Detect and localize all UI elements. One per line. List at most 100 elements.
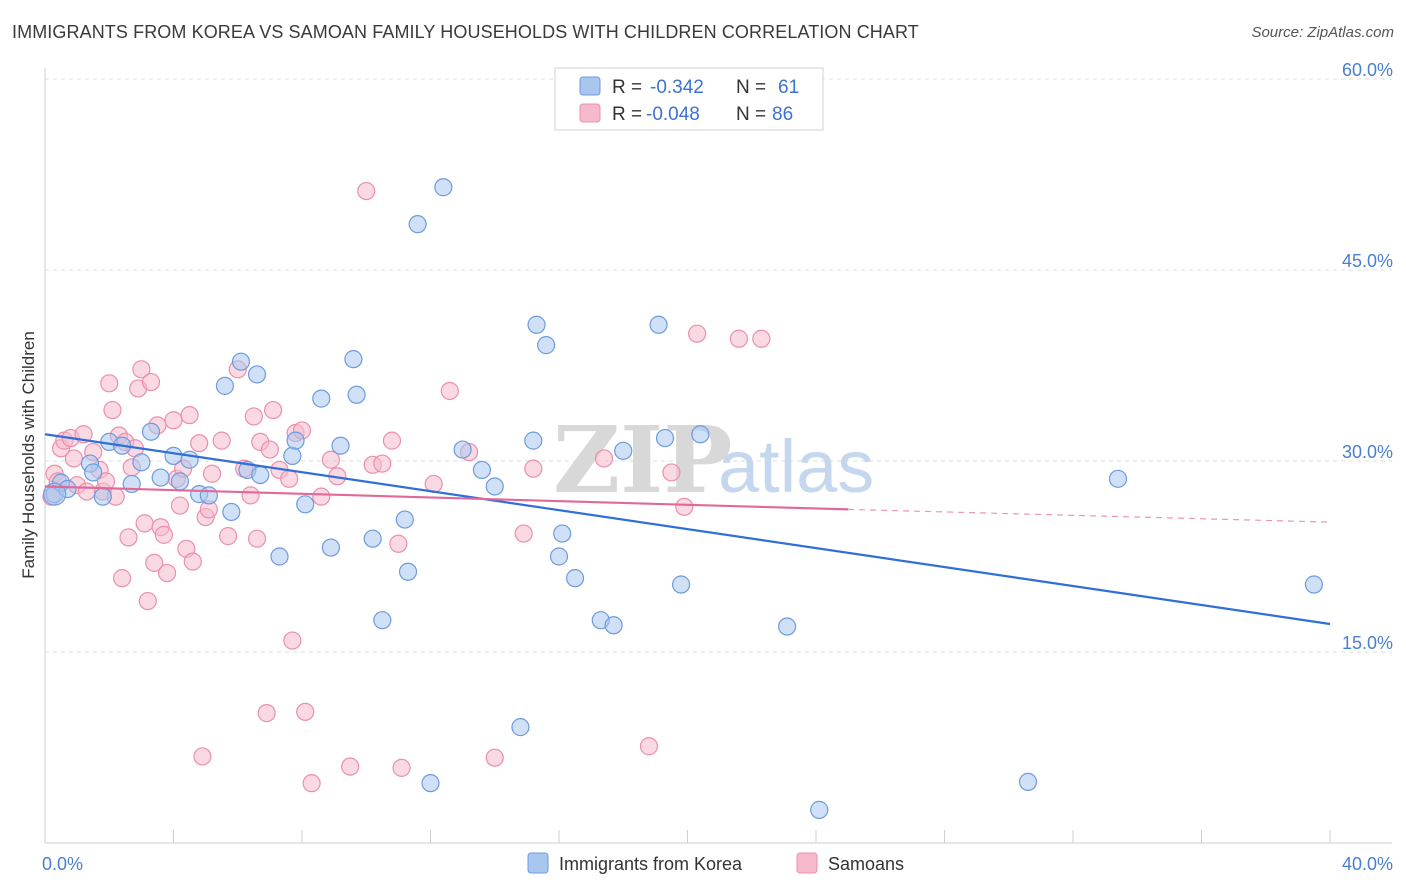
bottom-legend-swatch-samoans	[796, 852, 818, 874]
korea-trend-line	[44, 433, 1331, 626]
korea-point	[247, 365, 267, 384]
bottom-legend-swatch-korea	[527, 852, 549, 874]
samoans-point	[302, 774, 321, 793]
y-tick-labels: 15.0% 30.0% 45.0% 60.0%	[1342, 60, 1393, 653]
legend-n-label-2: N =	[736, 104, 766, 125]
x-tick-labels: 0.0% 40.0%	[42, 854, 1393, 874]
korea-point	[671, 575, 691, 594]
korea-point	[43, 482, 67, 506]
korea-point	[170, 472, 190, 491]
korea-point	[434, 178, 453, 197]
korea-point	[398, 562, 418, 581]
korea-point	[84, 463, 103, 482]
legend-swatch-samoans	[579, 103, 601, 123]
korea-point	[421, 774, 440, 793]
samoans-point	[64, 449, 84, 468]
watermark: ZIP atlas	[553, 406, 874, 514]
korea-point	[649, 315, 668, 334]
samoans-point	[157, 563, 177, 583]
korea-point	[251, 465, 270, 485]
korea-point	[132, 453, 151, 472]
legend-box: R = -0.342 N = 61 R = -0.048 N = 86	[554, 67, 824, 131]
korea-point	[614, 441, 633, 460]
watermark-atlas: atlas	[718, 425, 874, 508]
bottom-legend: Immigrants from Korea Samoans	[527, 852, 904, 874]
korea-point	[286, 431, 305, 450]
korea-point	[344, 350, 363, 369]
samoans-point	[180, 406, 199, 425]
korea-point	[283, 446, 302, 466]
korea-point	[1108, 469, 1128, 488]
samoans-point	[514, 524, 533, 543]
korea-point	[141, 422, 161, 441]
korea-point	[655, 428, 675, 448]
samoans-point	[219, 527, 238, 546]
korea-point	[408, 215, 427, 234]
samoans-point	[662, 463, 681, 482]
samoans-point	[296, 702, 315, 721]
samoans-point	[280, 469, 299, 488]
korea-point	[485, 477, 504, 496]
samoans-point	[639, 737, 659, 756]
samoans-point	[132, 360, 151, 379]
x-tick-label: 40.0%	[1342, 854, 1393, 874]
samoans-point	[183, 552, 202, 571]
korea-point	[312, 389, 331, 408]
korea-point	[777, 617, 797, 636]
korea-point	[93, 487, 112, 506]
samoans-point	[357, 181, 376, 201]
source-label: Source: ZipAtlas.com	[1251, 24, 1394, 41]
samoans-point	[103, 400, 122, 420]
samoans-point	[485, 748, 504, 767]
samoans-point	[389, 534, 408, 553]
samoans-point	[212, 431, 231, 450]
korea-point	[565, 569, 585, 588]
samoans-point	[263, 400, 283, 420]
samoans-point	[594, 449, 614, 468]
korea-point	[331, 436, 350, 455]
korea-point	[164, 446, 183, 466]
samoans-point	[119, 528, 138, 547]
samoans-point	[675, 497, 694, 516]
samoans-point	[244, 407, 263, 426]
y-axis-label: Family Households with Children	[19, 331, 38, 579]
legend-n-value-1: 61	[778, 77, 799, 98]
samoans-point	[202, 464, 222, 483]
legend-r-value-2: -0.048	[646, 104, 700, 125]
samoans-point	[260, 440, 279, 459]
legend-n-value-2: 86	[772, 104, 793, 125]
legend-r-value-1: -0.342	[650, 77, 704, 98]
korea-point	[199, 486, 218, 505]
chart-title: IMMIGRANTS FROM KOREA VS SAMOAN FAMILY H…	[12, 22, 919, 42]
legend-swatch-korea	[579, 76, 601, 96]
samoans-point	[392, 758, 411, 777]
samoans-point	[138, 591, 157, 611]
samoans-point	[321, 450, 341, 469]
korea-point	[215, 376, 234, 395]
legend-r-label-1: R =	[612, 77, 642, 98]
samoans-point	[341, 757, 360, 776]
samoans-point	[145, 553, 164, 572]
trend-lines	[44, 433, 1331, 626]
korea-point	[395, 510, 414, 529]
samoans-point	[135, 514, 154, 533]
x-tick-label: 0.0%	[42, 854, 83, 874]
korea-point	[296, 495, 315, 514]
samoans-point	[141, 372, 161, 392]
korea-point	[222, 502, 241, 522]
samoans-point	[241, 486, 260, 505]
y-tick-label: 45.0%	[1342, 251, 1393, 271]
samoans-point	[170, 496, 190, 515]
korea-point	[1018, 772, 1038, 791]
samoans-point	[100, 374, 119, 393]
samoans-point	[440, 381, 459, 401]
korea-point	[549, 547, 569, 566]
samoans-point	[164, 411, 183, 430]
korea-point	[1304, 575, 1324, 594]
samoans-point	[373, 454, 392, 473]
korea-point	[231, 352, 251, 371]
korea-point	[373, 611, 392, 630]
samoans-trend-line	[44, 485, 849, 511]
axes	[44, 68, 1392, 844]
korea-point	[321, 538, 341, 557]
